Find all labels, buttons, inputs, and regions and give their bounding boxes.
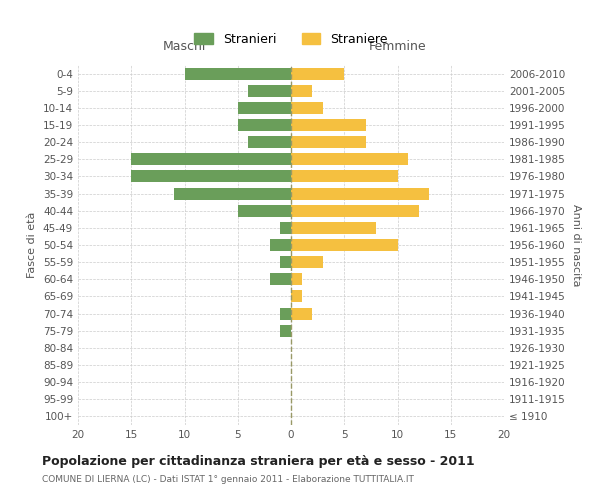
Bar: [291, 222, 376, 234]
Bar: [291, 68, 344, 80]
Bar: [131, 154, 291, 166]
Bar: [291, 154, 408, 166]
Bar: [270, 274, 291, 285]
Bar: [291, 239, 398, 251]
Bar: [248, 136, 291, 148]
Legend: Stranieri, Straniere: Stranieri, Straniere: [189, 28, 393, 51]
Bar: [291, 274, 302, 285]
Bar: [291, 308, 313, 320]
Bar: [280, 256, 291, 268]
Y-axis label: Anni di nascita: Anni di nascita: [571, 204, 581, 286]
Bar: [185, 68, 291, 80]
Bar: [238, 204, 291, 216]
Bar: [291, 188, 430, 200]
Bar: [291, 256, 323, 268]
Bar: [280, 324, 291, 336]
Bar: [248, 84, 291, 96]
Bar: [291, 290, 302, 302]
Bar: [238, 102, 291, 114]
Bar: [131, 170, 291, 182]
Text: COMUNE DI LIERNA (LC) - Dati ISTAT 1° gennaio 2011 - Elaborazione TUTTITALIA.IT: COMUNE DI LIERNA (LC) - Dati ISTAT 1° ge…: [42, 475, 414, 484]
Bar: [280, 222, 291, 234]
Bar: [280, 308, 291, 320]
Y-axis label: Fasce di età: Fasce di età: [28, 212, 37, 278]
Bar: [238, 119, 291, 131]
Bar: [291, 136, 365, 148]
Bar: [291, 119, 365, 131]
Bar: [291, 204, 419, 216]
Bar: [291, 102, 323, 114]
Bar: [270, 239, 291, 251]
Text: Popolazione per cittadinanza straniera per età e sesso - 2011: Popolazione per cittadinanza straniera p…: [42, 455, 475, 468]
Bar: [291, 170, 398, 182]
Bar: [174, 188, 291, 200]
Bar: [291, 84, 313, 96]
Text: Femmine: Femmine: [368, 40, 427, 53]
Text: Maschi: Maschi: [163, 40, 206, 53]
